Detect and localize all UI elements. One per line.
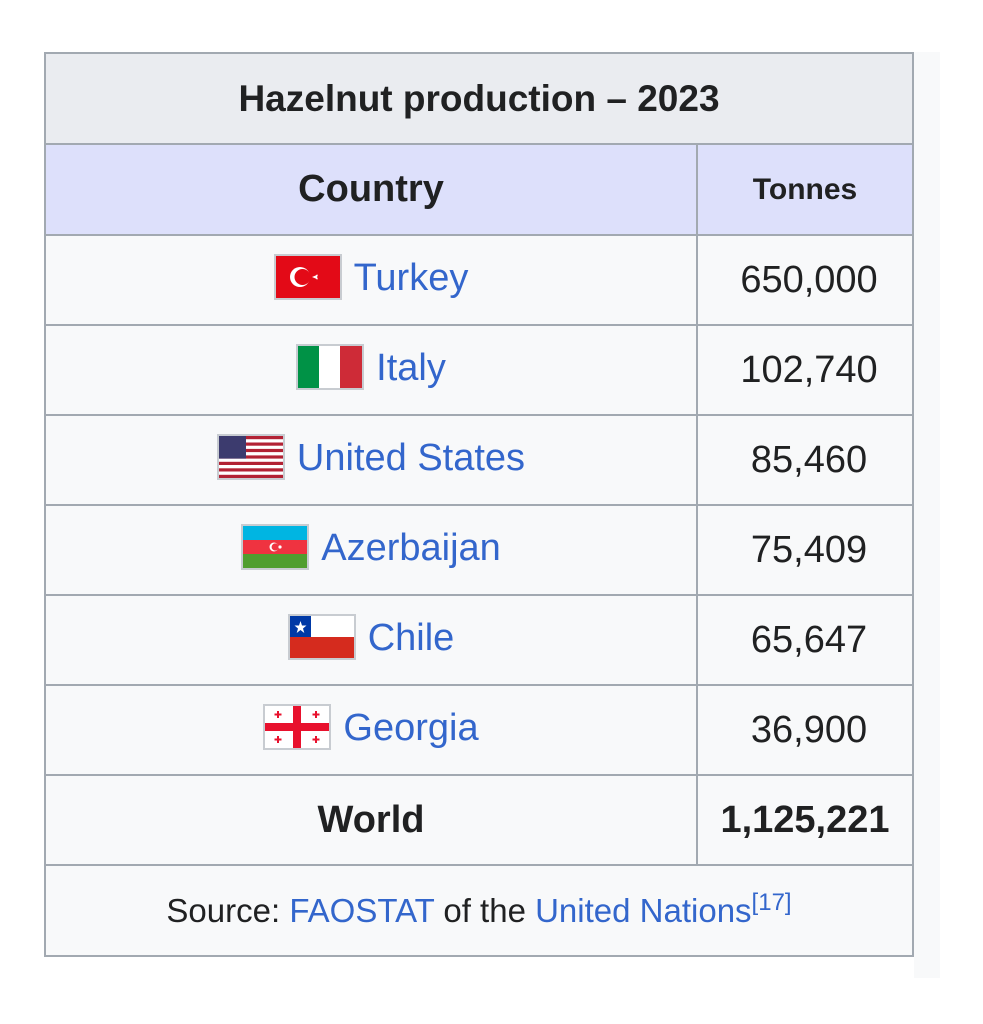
azerbaijan-flag-icon [241,524,310,570]
country-link[interactable]: Turkey [353,257,469,300]
source-prefix: Source: [166,891,290,929]
source-middle: of the [434,891,536,929]
country-link[interactable]: Georgia [343,707,479,750]
source-note: Source: FAOSTAT of the United Nations[17… [44,864,914,957]
hazelnut-production-table: Hazelnut production – 2023 Country Tonne… [44,52,914,957]
table-row: Italy 102,740 [44,324,914,416]
country-link[interactable]: United States [296,437,526,480]
italy-flag-icon [296,344,365,390]
tonnes-value: 650,000 [696,234,914,326]
tonnes-value: 102,740 [696,324,914,416]
world-total-row: World 1,125,221 [44,774,914,866]
table-row: Turkey 650,000 [44,234,914,326]
tonnes-value: 65,647 [696,594,914,686]
chile-flag-icon [287,614,356,660]
united-nations-link[interactable]: United Nations [535,891,752,929]
usa-flag-icon [216,434,285,480]
table-row: Azerbaijan 75,409 [44,504,914,596]
table-row: Chile 65,647 [44,594,914,686]
country-link[interactable]: Azerbaijan [321,527,501,570]
table-title: Hazelnut production – 2023 [44,52,914,145]
faostat-link[interactable]: FAOSTAT [289,891,435,929]
page-margin [914,52,940,978]
turkey-flag-icon [273,254,342,300]
header-country: Country [44,143,698,236]
reference-link[interactable]: [17] [751,888,792,916]
georgia-flag-icon [263,704,332,750]
tonnes-value: 75,409 [696,504,914,596]
country-link[interactable]: Chile [367,617,455,660]
tonnes-value: 36,900 [696,684,914,776]
tonnes-value: 85,460 [696,414,914,506]
country-link[interactable]: Italy [376,347,446,390]
world-label: World [44,774,698,866]
world-tonnes: 1,125,221 [696,774,914,866]
table-row: Georgia 36,900 [44,684,914,776]
header-tonnes: Tonnes [696,143,914,236]
table-row: United States 85,460 [44,414,914,506]
